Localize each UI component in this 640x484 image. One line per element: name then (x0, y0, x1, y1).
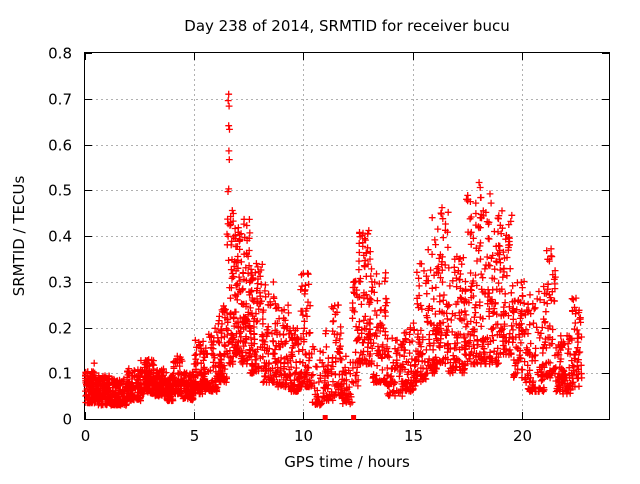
x-tick-label: 0 (81, 427, 91, 445)
y-tick-label: 0.4 (48, 228, 72, 246)
zero-value-marker (322, 415, 328, 420)
y-tick-label: 0.6 (48, 137, 72, 155)
y-tick-label: 0.2 (48, 320, 72, 338)
y-tick-label: 0.1 (48, 365, 72, 383)
y-axis-label: SRMTID / TECUs (10, 176, 28, 297)
x-tick-label: 20 (513, 427, 532, 445)
y-tick-label: 0 (62, 411, 72, 429)
chart-title: Day 238 of 2014, SRMTID for receiver buc… (184, 17, 509, 35)
x-tick-label: 15 (404, 427, 423, 445)
data-points (82, 90, 586, 420)
x-axis-label: GPS time / hours (284, 453, 410, 471)
y-tick-label: 0.5 (48, 182, 72, 200)
y-tick-label: 0.8 (48, 45, 72, 63)
plot-border (84, 52, 610, 420)
y-tick-label: 0.3 (48, 274, 72, 292)
y-tick-label: 0.7 (48, 91, 72, 109)
zero-value-marker (351, 415, 357, 420)
x-tick-label: 5 (190, 427, 200, 445)
grid-lines (86, 54, 608, 418)
scatter-points-path (82, 90, 586, 409)
x-tick-label: 10 (294, 427, 313, 445)
tick-labels: 0 0.1 0.2 0.3 0.4 0.5 0.6 0.7 0.8 0 5 10 15 20 (48, 45, 532, 446)
